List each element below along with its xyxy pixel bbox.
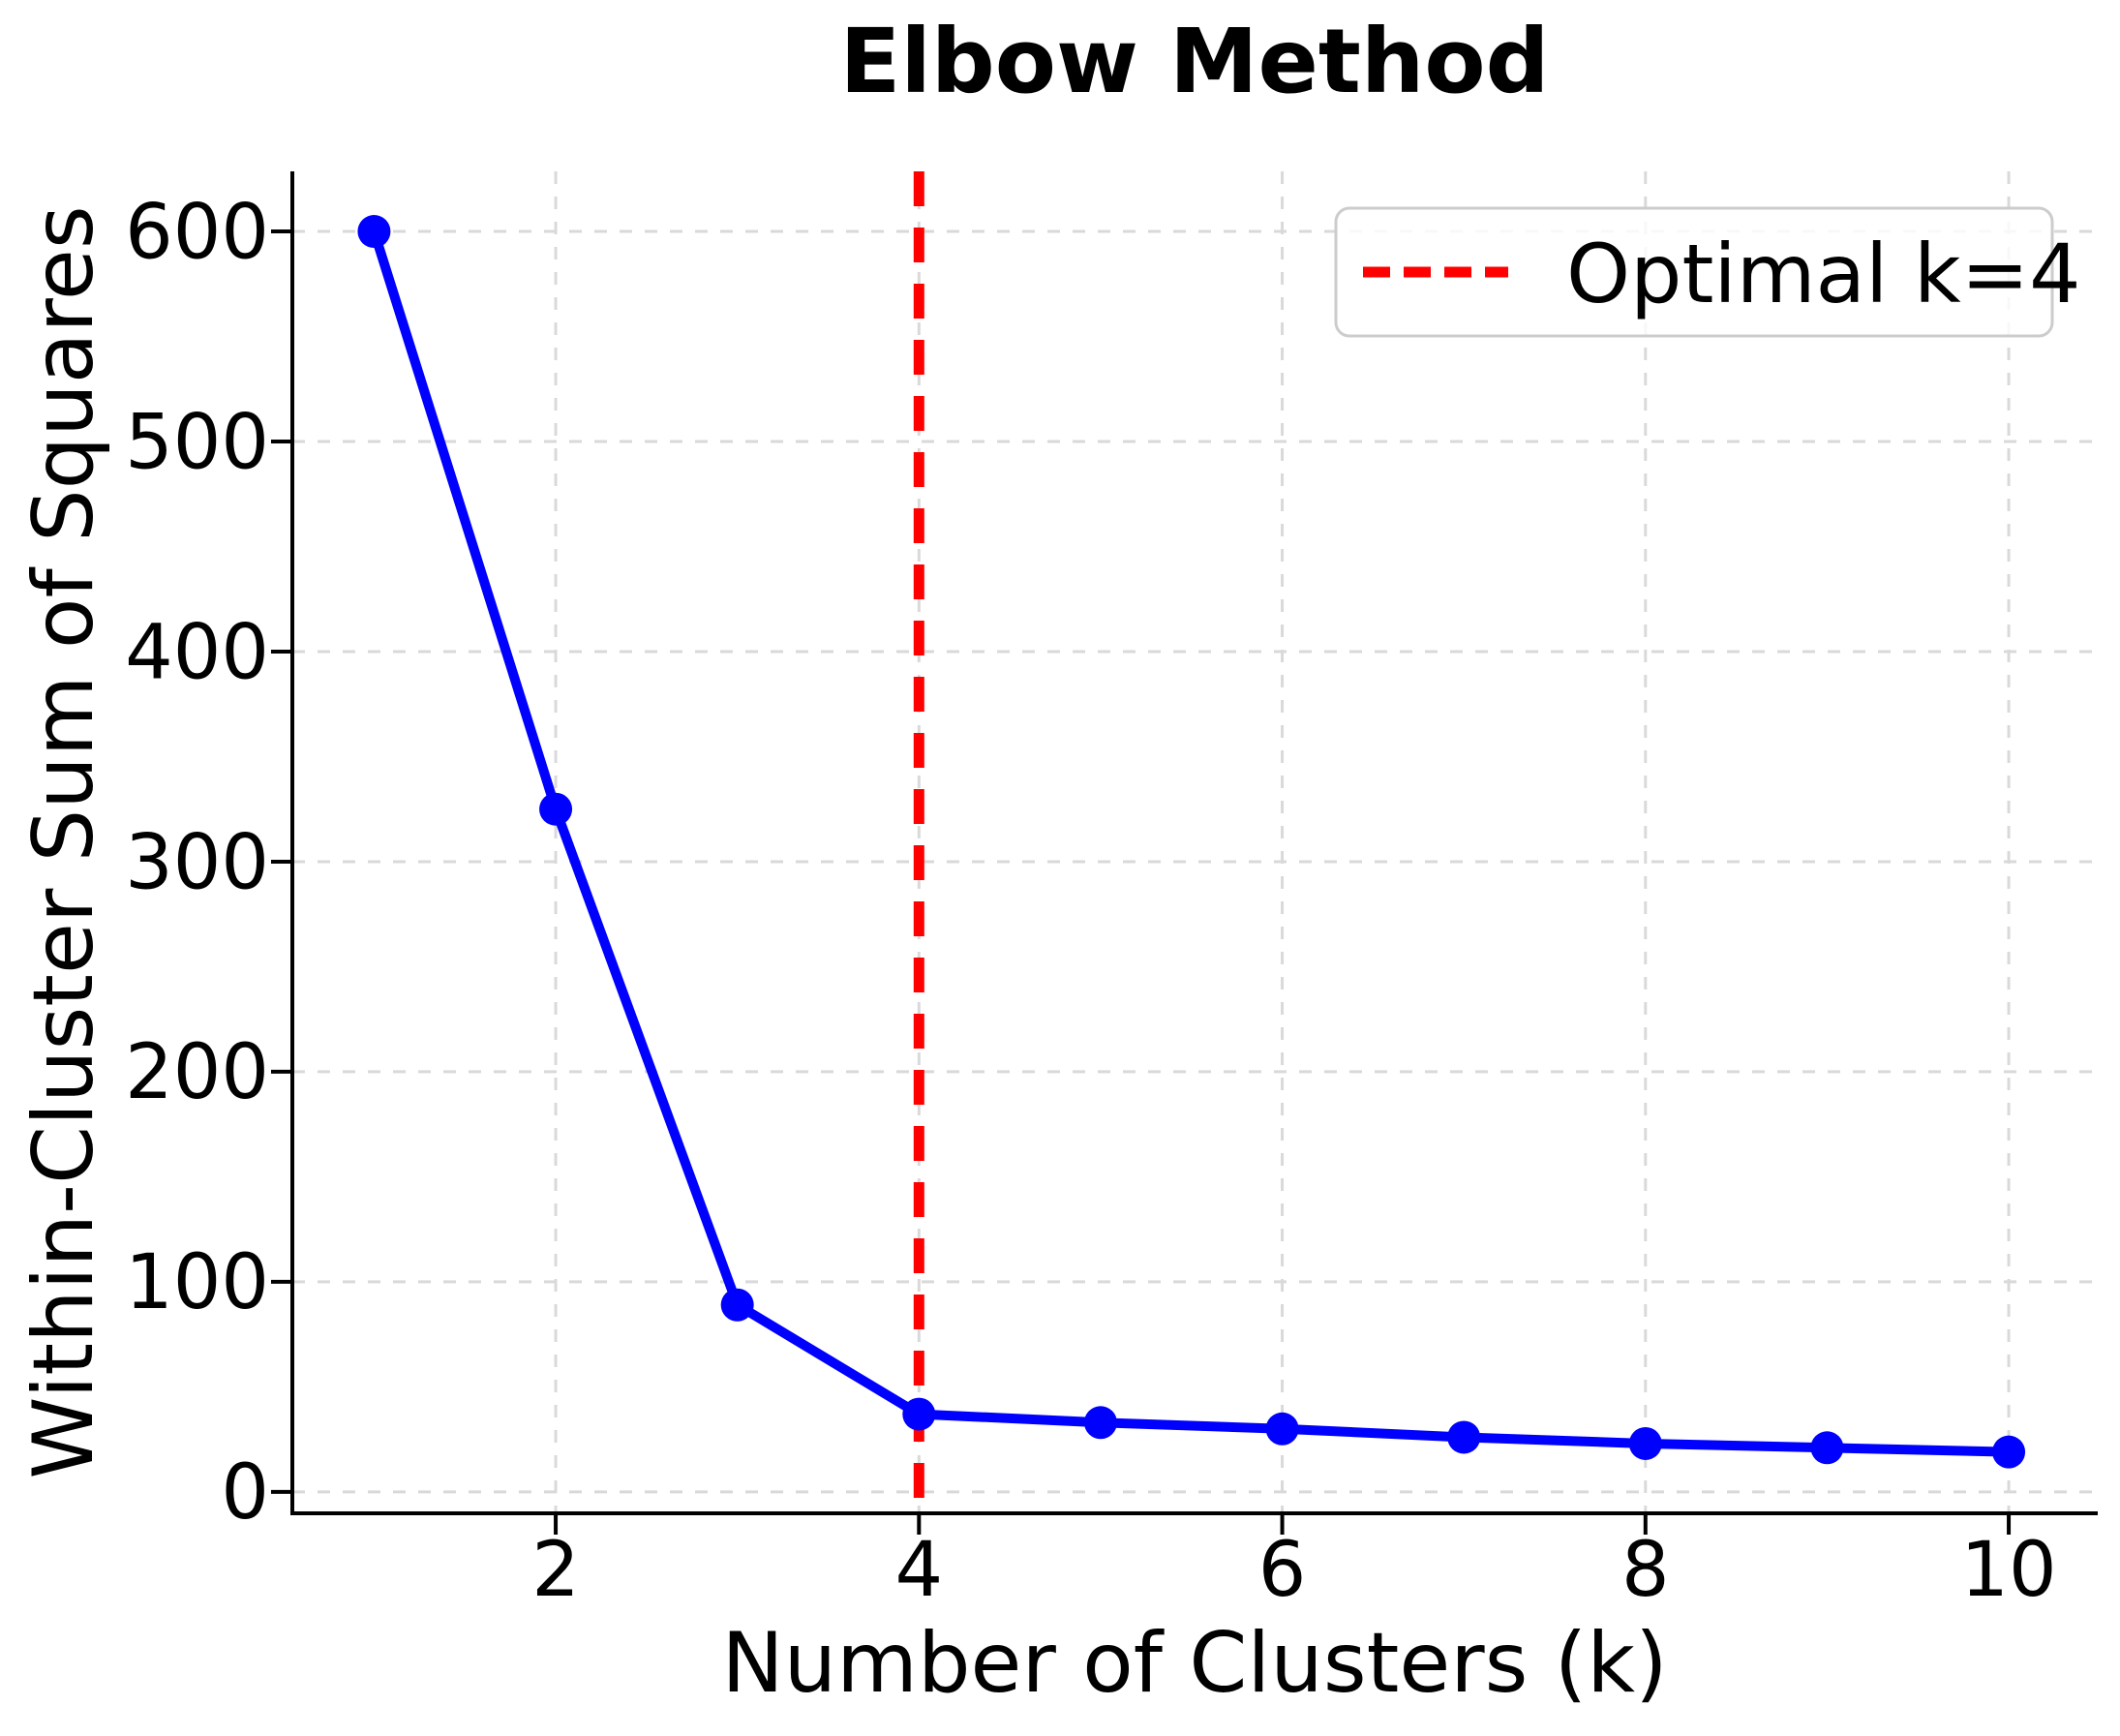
data-point <box>1992 1435 2026 1469</box>
data-point <box>1083 1406 1117 1440</box>
x-tick-label: 8 <box>1621 1527 1670 1614</box>
y-tick-label: 500 <box>125 399 269 486</box>
data-point <box>1628 1426 1662 1460</box>
data-point <box>1447 1420 1481 1454</box>
legend: Optimal k=4 <box>1334 206 2081 338</box>
data-point <box>902 1397 936 1431</box>
legend-box <box>1334 206 2054 338</box>
x-tick-label: 6 <box>1258 1527 1307 1614</box>
y-tick-label: 0 <box>221 1449 269 1537</box>
legend-label: Optimal k=4 <box>1566 227 2081 321</box>
y-tick-label: 600 <box>125 189 269 276</box>
x-tick-label: 10 <box>1960 1527 2056 1614</box>
axes-layer <box>271 171 2098 1535</box>
y-axis-label: Within-Cluster Sum of Squares <box>15 205 112 1478</box>
y-tick-label: 100 <box>125 1239 269 1326</box>
x-tick-label: 2 <box>531 1527 580 1614</box>
x-tick-label: 4 <box>894 1527 943 1614</box>
data-point <box>720 1288 754 1322</box>
gridlines <box>292 171 2098 1513</box>
y-tick-label: 400 <box>125 609 269 696</box>
wcss-line <box>369 229 2010 1457</box>
y-tick-label: 200 <box>125 1029 269 1116</box>
x-axis-label: Number of Clusters (k) <box>721 1615 1667 1712</box>
data-point <box>1810 1431 1844 1465</box>
chart-title: Elbow Method <box>840 10 1550 113</box>
data-point <box>1265 1412 1299 1446</box>
data-point <box>357 215 391 249</box>
y-tick-label: 300 <box>125 819 269 906</box>
wcss-series-layer <box>357 215 2026 1469</box>
data-point <box>539 792 573 826</box>
